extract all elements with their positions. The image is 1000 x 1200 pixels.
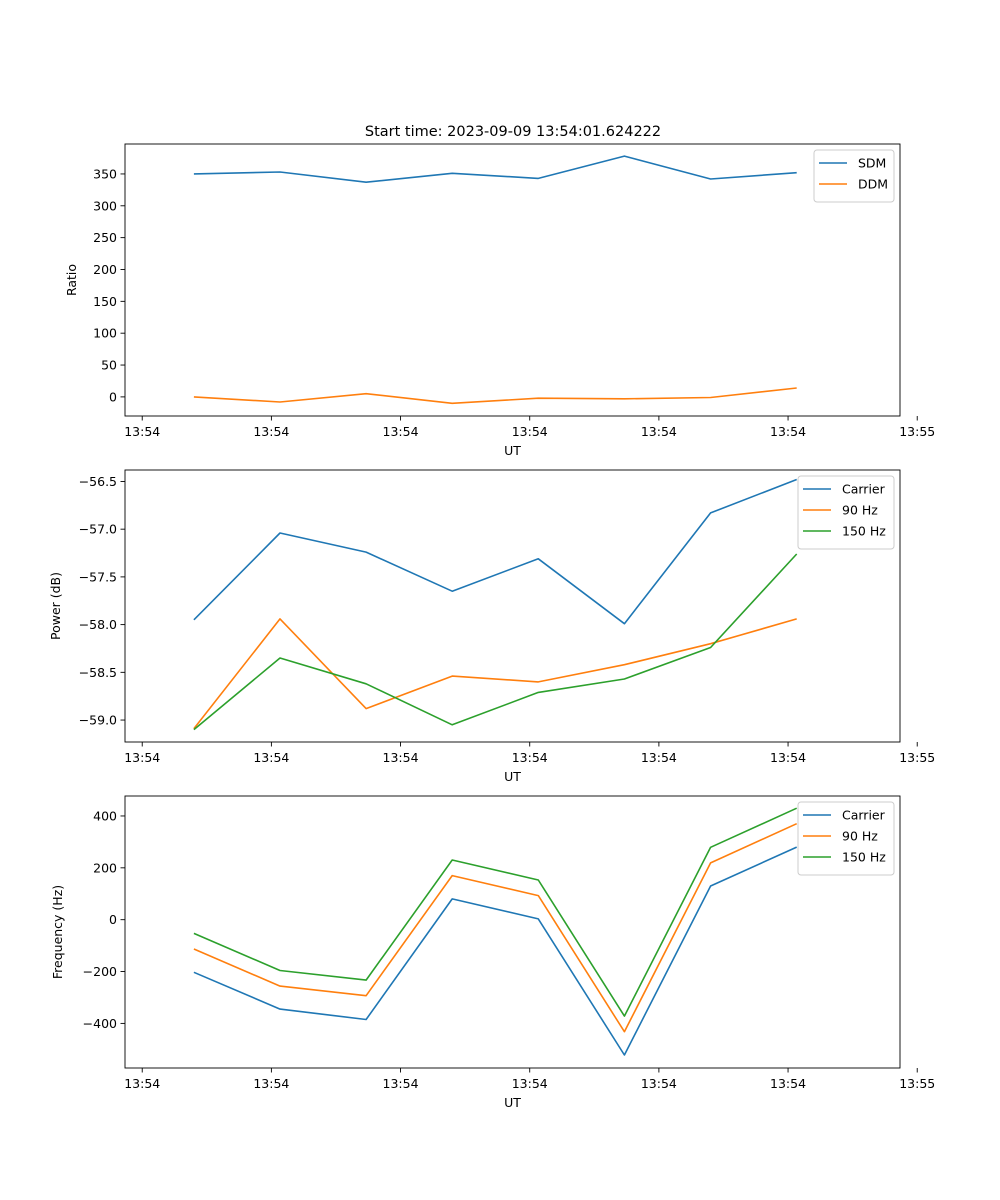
y-tick-label: 300 <box>93 198 117 213</box>
legend-label: 150 Hz <box>842 850 886 865</box>
y-tick-label: −59.0 <box>79 713 117 728</box>
x-tick-label: 13:54 <box>124 750 160 765</box>
y-tick-label: 150 <box>93 294 117 309</box>
legend-label: SDM <box>858 156 886 171</box>
x-tick-label: 13:54 <box>253 424 289 439</box>
x-tick-label: 13:54 <box>512 750 548 765</box>
x-tick-label: 13:54 <box>383 1076 419 1091</box>
x-tick-label: 13:54 <box>512 1076 548 1091</box>
y-tick-label: 350 <box>93 166 117 181</box>
y-axis-label: Power (dB) <box>48 572 63 640</box>
y-tick-label: 100 <box>93 326 117 341</box>
y-tick-label: 200 <box>93 860 117 875</box>
y-tick-label: 200 <box>93 262 117 277</box>
y-tick-label: 50 <box>101 358 117 373</box>
series-line-sdm <box>193 155 797 183</box>
y-axis-label: Ratio <box>64 264 79 296</box>
legend-label: 90 Hz <box>842 829 878 844</box>
x-tick-label: 13:54 <box>383 750 419 765</box>
x-axis-label: UT <box>504 443 521 458</box>
legend-label: Carrier <box>842 482 886 497</box>
y-tick-label: −400 <box>83 1016 117 1031</box>
axes-frame <box>124 469 901 743</box>
legend-label: 90 Hz <box>842 503 878 518</box>
y-tick-label: −58.0 <box>79 617 117 632</box>
x-tick-label: 13:54 <box>641 750 677 765</box>
x-tick-label: 13:54 <box>253 750 289 765</box>
series-line-carrier <box>193 478 797 625</box>
legend-label: DDM <box>858 177 888 192</box>
legend: SDM DDM <box>813 149 895 203</box>
series-line-150-hz <box>193 807 798 1017</box>
y-tick-label: 0 <box>109 912 117 927</box>
x-tick-label: 13:54 <box>770 424 806 439</box>
series-line-90-hz <box>193 618 797 730</box>
x-axis-label: UT <box>504 1095 521 1110</box>
axes-frame <box>124 143 901 417</box>
x-tick-label: 13:54 <box>124 1076 160 1091</box>
x-tick-label: 13:54 <box>253 1076 289 1091</box>
series-line-90-hz <box>193 822 798 1033</box>
x-tick-label: 13:54 <box>512 424 548 439</box>
x-tick-label: 13:55 <box>899 424 935 439</box>
panel-3: 13:54 13:54 13:54 13:54 13:54 13:54 13:55 −400 −… <box>50 795 935 1110</box>
legend: Carrier 90 Hz 150 Hz <box>797 475 895 550</box>
panels: 13:54 13:54 13:54 13:54 13:54 13:54 13:55 0 50 10… <box>48 143 935 1110</box>
x-axis-label: UT <box>504 769 521 784</box>
y-tick-label: −57.0 <box>79 522 117 537</box>
legend: Carrier 90 Hz 150 Hz <box>797 801 895 876</box>
x-tick-label: 13:54 <box>641 1076 677 1091</box>
y-tick-label: −57.5 <box>79 569 117 584</box>
x-tick-label: 13:54 <box>383 424 419 439</box>
y-tick-label: 0 <box>109 389 117 404</box>
y-tick-label: 250 <box>93 230 117 245</box>
series-line-ddm <box>193 387 797 405</box>
figure-title: Start time: 2023-09-09 13:54:01.624222 <box>365 124 661 140</box>
x-tick-label: 13:55 <box>899 750 935 765</box>
legend-label: 150 Hz <box>842 524 886 539</box>
y-tick-label: 400 <box>93 808 117 823</box>
axes-frame <box>124 795 901 1069</box>
panel-1: 13:54 13:54 13:54 13:54 13:54 13:54 13:55 0 50 10… <box>64 143 935 458</box>
x-tick-label: 13:54 <box>770 750 806 765</box>
series-line-carrier <box>193 846 798 1056</box>
series-line-150-hz <box>193 553 798 731</box>
x-tick-label: 13:54 <box>641 424 677 439</box>
y-axis-label: Frequency (Hz) <box>50 885 65 979</box>
y-tick-label: −200 <box>83 964 117 979</box>
x-tick-label: 13:55 <box>899 1076 935 1091</box>
x-tick-label: 13:54 <box>124 424 160 439</box>
y-tick-label: −58.5 <box>79 665 117 680</box>
panel-2: 13:54 13:54 13:54 13:54 13:54 13:54 13:55 −59.0… <box>48 469 935 784</box>
x-tick-label: 13:54 <box>770 1076 806 1091</box>
y-tick-label: −56.5 <box>79 474 117 489</box>
legend-label: Carrier <box>842 808 886 823</box>
